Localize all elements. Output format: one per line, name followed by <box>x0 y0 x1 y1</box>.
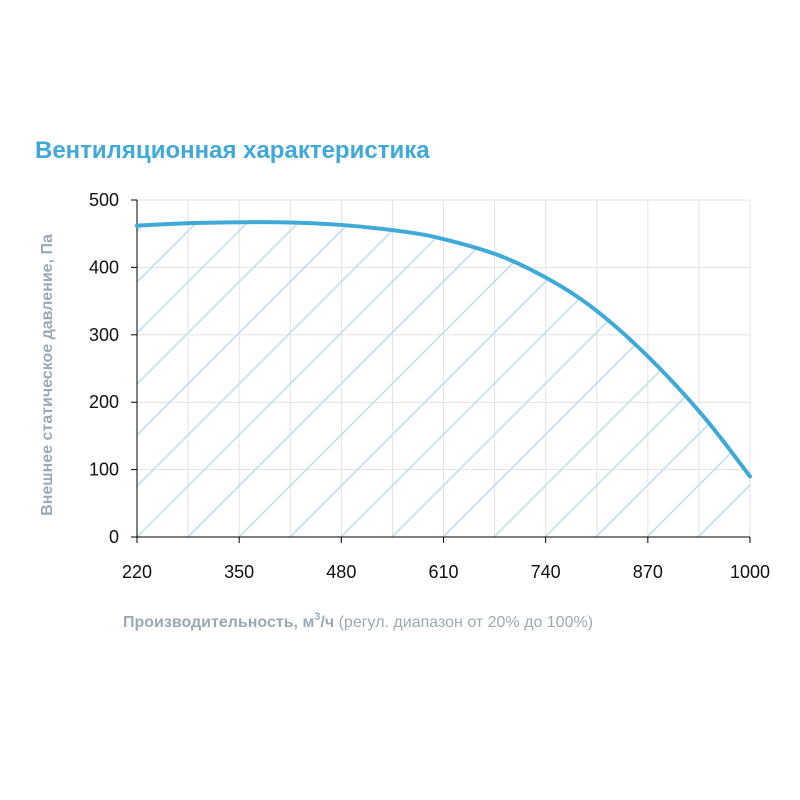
x-axis-title-unit: /ч <box>320 614 334 631</box>
y-axis-title: Внешнее статическое давление, Па <box>39 234 56 516</box>
hatch-line--2 <box>137 222 373 537</box>
operating-area-hatch <box>0 200 750 537</box>
y-tick-label-5: 500 <box>89 190 119 210</box>
x-tick-label-2: 480 <box>326 562 356 582</box>
y-tick-label-0: 0 <box>109 527 119 547</box>
x-tick-label-6: 1000 <box>730 562 770 582</box>
y-tick-label-2: 200 <box>89 392 119 412</box>
hatch-line--1 <box>137 222 424 537</box>
hatch-line--8 <box>0 200 66 537</box>
x-tick-label-3: 610 <box>428 562 458 582</box>
x-axis-title: Производительность, м3/ч (регул. диапазо… <box>123 611 593 631</box>
hatch-line--3 <box>137 222 322 537</box>
hatch-line-11 <box>697 222 750 537</box>
y-tick-labels: 0 100 200 300 400 500 <box>89 190 119 547</box>
y-tick-label-3: 300 <box>89 325 119 345</box>
x-tick-labels: 220 350 480 610 740 870 1000 <box>122 562 770 582</box>
x-axis-title-note: (регул. диапазон от 20% до 100%) <box>334 614 593 631</box>
hatch-line--6 <box>137 222 169 537</box>
x-tick-label-5: 870 <box>633 562 663 582</box>
x-axis-title-superscript: 3 <box>314 611 320 623</box>
x-tick-label-4: 740 <box>531 562 561 582</box>
axes <box>131 199 751 543</box>
chart-title: Вентиляционная характеристика <box>35 137 430 164</box>
x-tick-label-0: 220 <box>122 562 152 582</box>
hatch-line-9 <box>595 222 750 537</box>
hatch-line--5 <box>137 222 220 537</box>
hatch-line-10 <box>646 222 750 537</box>
hatch-line-0 <box>137 222 475 537</box>
hatch-line-3 <box>289 222 628 537</box>
hatch-line-12 <box>748 222 750 537</box>
hatch-line-5 <box>391 222 730 537</box>
x-axis-title-main: Производительность, м <box>123 614 314 631</box>
hatch-line-8 <box>544 222 750 537</box>
y-tick-label-1: 100 <box>89 460 119 480</box>
hatch-line--9 <box>0 200 15 537</box>
hatch-line-1 <box>187 222 526 537</box>
x-tick-label-1: 350 <box>224 562 254 582</box>
hatch-line--7 <box>0 200 117 537</box>
y-tick-label-4: 400 <box>89 257 119 277</box>
grid <box>137 199 751 537</box>
hatch-line-4 <box>340 222 679 537</box>
hatch-line-6 <box>442 222 750 537</box>
pressure-curve <box>135 220 752 479</box>
hatch-line-2 <box>238 222 577 537</box>
hatch-line--4 <box>137 222 271 537</box>
